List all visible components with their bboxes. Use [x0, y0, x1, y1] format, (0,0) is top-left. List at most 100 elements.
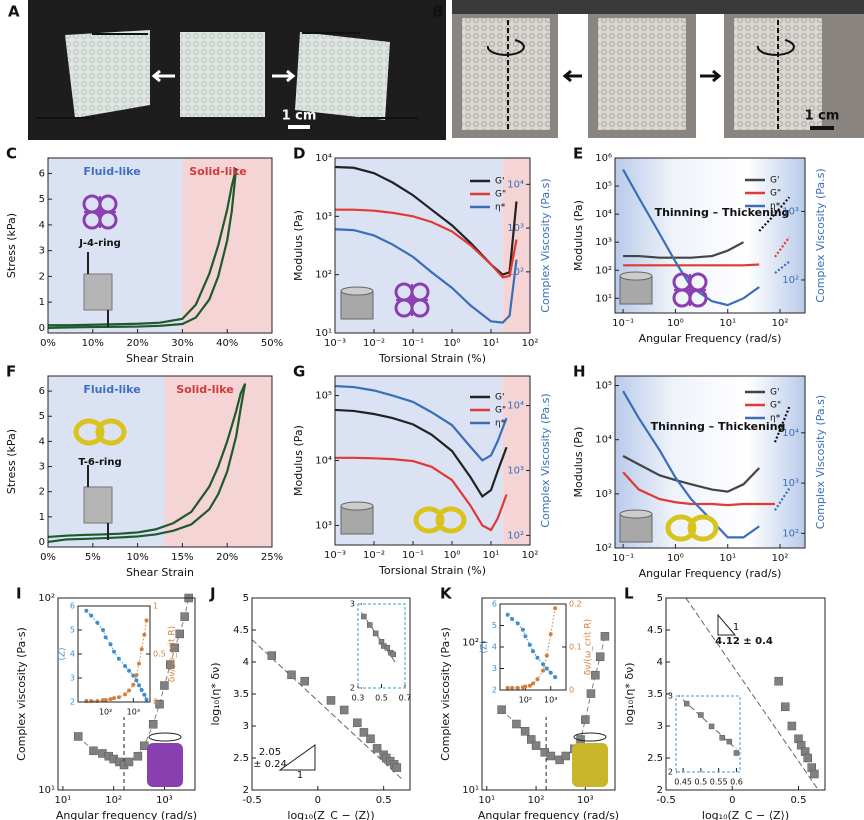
icon — [82, 194, 118, 230]
y2-axis-label: δν/(ω_crit R) — [168, 626, 178, 682]
point — [541, 662, 546, 667]
x-axis-label: Angular Frequency (rad/s) — [639, 567, 782, 580]
icon-part — [687, 514, 719, 542]
x-tick-label: 0.6 — [730, 778, 743, 787]
x-tick-label: 5% — [85, 552, 101, 563]
y2-axis-label: Complex Viscosity (Pa.s) — [539, 178, 552, 312]
x-tick-label: 0.5 — [695, 778, 708, 787]
point — [544, 653, 549, 658]
y-tick-label: 6 — [39, 168, 45, 179]
series-line — [623, 241, 744, 259]
annotation: Thinning – Thickening — [651, 420, 786, 433]
point — [523, 684, 528, 689]
point — [531, 741, 541, 750]
x-tick-label: 30% — [171, 338, 193, 349]
point — [553, 675, 558, 680]
y2-tick-label: 10³ — [507, 223, 524, 234]
y2-tick-label: 10³ — [507, 465, 524, 476]
y2-tick-label: 10⁴ — [782, 428, 799, 439]
icon-part — [340, 286, 374, 296]
legend-label: G" — [495, 190, 506, 200]
y-tick-label: 10⁴ — [595, 435, 612, 446]
y2-tick-label: 0 — [153, 698, 158, 707]
series-line — [758, 196, 791, 232]
x-tick-label: 10¹ — [55, 795, 72, 806]
y-tick-label: 10⁴ — [315, 153, 332, 164]
point — [600, 632, 610, 641]
scale-bar-label: 1 cm — [805, 109, 840, 124]
legend-label: η* — [770, 202, 781, 212]
point — [541, 668, 546, 673]
x-axis-label: Angular frequency (rad/s) — [56, 809, 197, 820]
point — [175, 629, 184, 639]
series-line — [623, 263, 760, 267]
point — [497, 705, 506, 714]
x-tick-label: 10⁻³ — [324, 550, 346, 561]
panel-label: A — [8, 3, 20, 21]
fit-line — [685, 597, 819, 791]
point — [527, 642, 532, 647]
y-axis-label: log₁₀(η* δν) — [623, 662, 636, 725]
x-tick-label: 0.45 — [674, 778, 692, 787]
legend-label: G" — [770, 401, 781, 411]
annotation: J-4-ring — [78, 238, 121, 249]
y-tick-label: 10¹ — [38, 785, 55, 796]
y-tick-label: 10² — [595, 265, 612, 276]
point — [112, 696, 116, 701]
x-axis-label: log₁₀(Z_C − ⟨Z⟩) — [287, 809, 374, 820]
series-line — [335, 456, 508, 532]
y-tick-label: 10¹ — [462, 785, 479, 796]
point — [553, 606, 558, 611]
y2-tick-label: 0.1 — [569, 643, 582, 652]
icon — [83, 252, 113, 327]
point — [531, 649, 535, 654]
y2-tick-label: 10⁴ — [507, 179, 524, 190]
y-tick-label: 2 — [668, 768, 673, 777]
point — [180, 612, 189, 621]
point — [139, 688, 144, 692]
annotation: 1 — [297, 770, 303, 781]
point — [591, 670, 600, 680]
x-tick-label: 10⁰ — [667, 553, 684, 564]
point — [586, 689, 596, 698]
y-tick-label: 5 — [243, 593, 249, 604]
y-axis-label: Modulus (Pa) — [572, 200, 585, 271]
icon-part — [435, 506, 467, 534]
point — [527, 683, 532, 688]
y-axis-label: Modulus (Pa) — [292, 425, 305, 496]
legend-label: η* — [770, 414, 781, 424]
plot-frame — [334, 157, 531, 334]
plot-frame — [47, 157, 273, 334]
point — [548, 670, 553, 675]
x-tick-label: 10⁻¹ — [612, 553, 634, 564]
y-tick-label: 2.5 — [647, 753, 663, 764]
point — [142, 692, 147, 697]
scale-bar-label: 1 cm — [282, 109, 317, 124]
y-tick-label: 10¹ — [315, 328, 332, 339]
y-axis-label: Modulus (Pa) — [292, 210, 305, 281]
x-axis-label: Angular frequency (rad/s) — [478, 809, 619, 820]
point — [359, 728, 369, 737]
icon — [340, 501, 374, 535]
y-tick-label: 10⁴ — [315, 456, 332, 467]
point — [165, 660, 175, 669]
plot-frame — [614, 375, 806, 549]
panel-label: F — [6, 363, 16, 381]
y2-axis-label: δν/(ω_crit R) — [584, 619, 594, 675]
annotation: Fluid-like — [83, 165, 140, 178]
y-tick-label: 2 — [243, 785, 249, 796]
point — [581, 715, 590, 724]
icon-part — [665, 514, 697, 542]
icon — [572, 732, 608, 787]
point — [160, 681, 169, 690]
y-tick-label: 10³ — [315, 520, 332, 531]
series-line — [774, 487, 791, 511]
y2-tick-label: 0.5 — [153, 650, 166, 659]
annotation: Thinning – Thickening — [655, 206, 790, 219]
point — [95, 620, 100, 625]
x-tick-label: 10² — [105, 795, 122, 806]
point — [100, 628, 105, 632]
y-axis-label: Stress (kPa) — [5, 213, 18, 278]
x-tick-label: 10² — [99, 708, 112, 717]
series-line — [622, 455, 761, 493]
